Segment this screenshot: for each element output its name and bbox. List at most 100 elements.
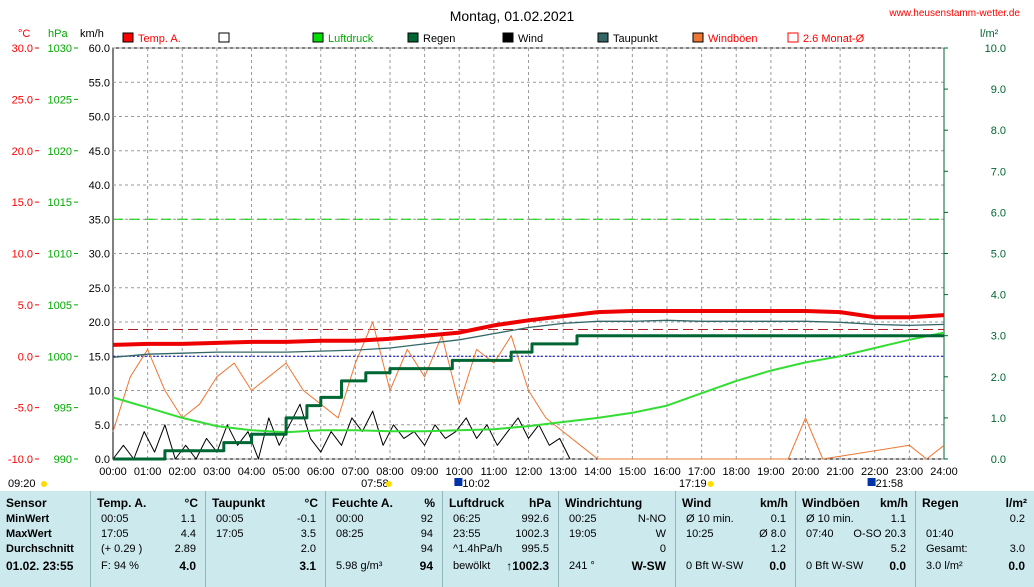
event-sunrise: 07:58	[361, 478, 389, 490]
cell-right: W-SW	[631, 559, 666, 573]
x-tick-0: 00:00	[99, 466, 127, 478]
col-unit: km/h	[879, 496, 908, 510]
col-unit: hPa	[528, 496, 551, 510]
sun-icon-left	[41, 481, 47, 487]
legend: Temp. A. Luftdruck Regen Wind Taupunkt Windbö…	[122, 32, 865, 45]
cell-left: 01:40	[926, 528, 954, 540]
x-tick-17: 17:00	[688, 466, 716, 478]
col-title: Windböen	[802, 496, 860, 510]
cell-left: 5.98 g/m³	[336, 560, 383, 572]
temp-tick-5: 5.0	[18, 300, 33, 312]
table-col-rain: Regen l/m² 0.2 01:40 Gesamt: 3.0 3.0 l/m² 0.0	[915, 491, 1034, 587]
col-title: Taupunkt	[212, 496, 266, 510]
wind-tick-12: 0.0	[95, 454, 110, 466]
series-windb-en	[112, 321, 945, 460]
cell-right: -0.1	[297, 513, 316, 525]
rain-tick-1: 9.0	[991, 84, 1006, 96]
table-col-hum: Feuchte A.% 00:00 92 08:25 94 94 5.98 g/m³ 94	[325, 491, 443, 587]
cell-right: 0.0	[769, 559, 786, 573]
cell-left: Gesamt:	[926, 543, 968, 555]
table-col-press: Luftdruck hPa 06:25 992.6 23:55 1002.3 ^1.4hPa…	[442, 491, 559, 587]
wind-tick-10: 10.0	[89, 386, 110, 398]
wind-tick-2: 50.0	[89, 112, 110, 124]
x-tick-1: 01:00	[134, 466, 162, 478]
cell-right: Ø 8.0	[759, 528, 786, 540]
rain-tick-10: 0.0	[991, 454, 1006, 466]
rain-tick-4: 6.0	[991, 207, 1006, 219]
temp-tick-8: -10.0	[8, 454, 33, 466]
pressure-tick-5: 1005	[48, 300, 72, 312]
pressure-tick-7: 995	[54, 403, 72, 415]
cell-left: 17:05	[216, 528, 244, 540]
wind-tick-7: 25.0	[89, 283, 110, 295]
wind-tick-6: 30.0	[89, 249, 110, 261]
x-tick-8: 08:00	[376, 466, 404, 478]
col-unit: °C	[184, 496, 198, 510]
rain-tick-9: 1.0	[991, 413, 1006, 425]
rain-tick-7: 3.0	[991, 331, 1006, 343]
cell-left: 3.0 l/m²	[926, 560, 963, 572]
table-col-dew: Taupunkt °C 00:05 -0.1 17:05 3.5 2.0 3.1	[205, 491, 326, 587]
x-tick-5: 05:00	[272, 466, 300, 478]
table-col-gust: Windböen km/h Ø 10 min. 1.1 07:40 O-SO 20.3 5.…	[795, 491, 916, 587]
cell-right: 992.6	[521, 513, 549, 525]
cell-right: 94	[420, 543, 433, 555]
unit-rain: l/m²	[980, 28, 999, 40]
rain-tick-0: 10.0	[985, 43, 1006, 55]
cell-right: 94	[419, 559, 433, 573]
event-markers: 09:20 07:58 10:02 17:19 21:58	[8, 478, 903, 490]
sensor-label: Durchschnitt	[6, 543, 74, 555]
cell-left: 0 Bft W-SW	[806, 560, 864, 572]
temp-tick-7: -5.0	[14, 403, 33, 415]
legend-label-6: Windböen	[708, 33, 758, 45]
cell-left: 241 °	[569, 560, 595, 572]
rain-tick-8: 2.0	[991, 372, 1006, 384]
site-link[interactable]: www.heusenstamm-wetter.de	[888, 8, 1020, 19]
sunrise-icon	[385, 481, 392, 487]
event-moon1: 10:02	[462, 478, 490, 490]
table-col-temp: Temp. A. °C 00:05 1.1 17:05 4.4 (+ 0.29 ) 2.89 F…	[90, 491, 206, 587]
cell-right: 0	[659, 543, 666, 555]
cell-left: ^1.4hPa/h	[453, 543, 503, 555]
unit-pressure: hPa	[48, 28, 68, 40]
x-tick-23: 23:00	[896, 466, 924, 478]
cell-right: ↑1002.3	[506, 559, 549, 573]
col-title: Regen	[922, 496, 959, 510]
temp-tick-2: 20.0	[12, 146, 33, 158]
cell-right: 0.2	[1009, 513, 1025, 525]
event-sunset: 17:19	[679, 478, 707, 490]
legend-swatch-7	[787, 32, 799, 43]
wind-tick-8: 20.0	[89, 317, 110, 329]
x-tick-9: 09:00	[411, 466, 439, 478]
cell-right: 0.0	[1008, 559, 1025, 573]
rain-tick-3: 7.0	[991, 166, 1006, 178]
cell-right: 995.5	[521, 543, 549, 555]
x-tick-12: 12:00	[515, 466, 543, 478]
cell-right: O-SO 20.3	[853, 528, 906, 540]
cell-left: 19:05	[569, 528, 597, 540]
col-unit: km/h	[759, 496, 788, 510]
col-title: Wind	[682, 496, 712, 510]
legend-swatch-3	[407, 32, 419, 43]
legend-label-3: Regen	[423, 33, 455, 45]
series-luftdruck	[112, 331, 945, 434]
series-temp-a-	[112, 309, 945, 347]
wind-tick-1: 55.0	[89, 77, 110, 89]
x-tick-24: 24:00	[930, 466, 958, 478]
cell-left: 00:05	[101, 513, 129, 525]
chart-title: Montag, 01.02.2021	[450, 8, 575, 24]
x-tick-14: 14:00	[584, 466, 612, 478]
x-tick-11: 11:00	[481, 466, 508, 478]
cell-right: 4.0	[179, 559, 196, 573]
x-tick-13: 13:00	[549, 466, 577, 478]
legend-swatch-5	[597, 32, 609, 43]
cell-left: (+ 0.29 )	[101, 543, 143, 555]
table-col-sensor: Sensor MinWert MaxWert Durchschnitt 01.02. 2…	[0, 491, 90, 587]
cell-right: 3.0	[1009, 543, 1025, 555]
cell-left: 17:05	[101, 528, 129, 540]
legend-swatch-1	[218, 32, 230, 43]
x-tick-7: 07:00	[342, 466, 370, 478]
wind-tick-11: 5.0	[95, 420, 110, 432]
axes: 30.0 25.0 20.0 15.0 10.0 5.0 0.0 -5.0 -10.0 1030 1…	[8, 43, 1006, 478]
cell-right: 1002.3	[515, 528, 549, 540]
